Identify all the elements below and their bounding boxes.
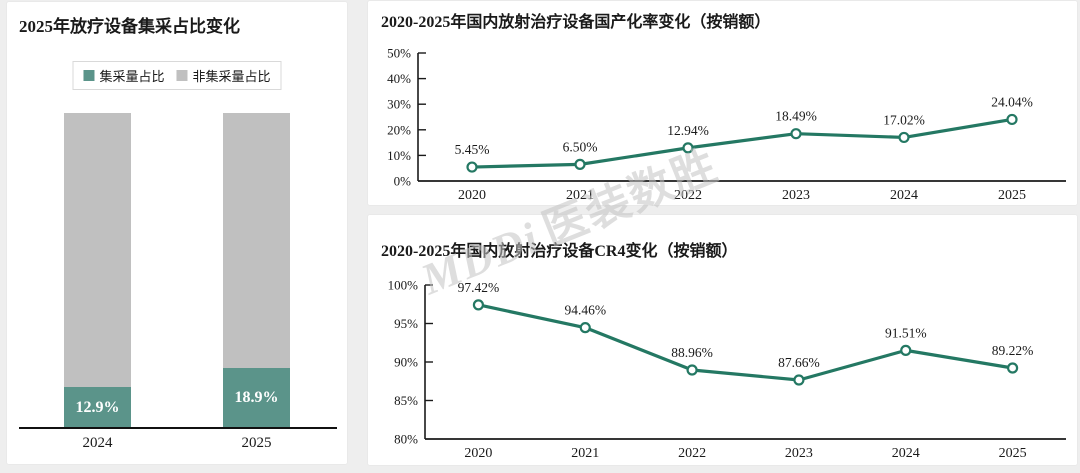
data-point-marker [686, 364, 698, 376]
data-point-marker [682, 142, 694, 154]
data-point-label: 89.22% [992, 343, 1034, 358]
y-tick-label: 20% [387, 122, 411, 137]
cr4-chart-card: 2020-2025年国内放射治疗设备CR4变化（按销额） 80% 85% 90% 95… [367, 214, 1078, 466]
bar-value-label: 18.9% [234, 389, 279, 406]
x-tick-label: 2020 [458, 188, 486, 203]
data-point-marker [574, 158, 586, 170]
x-tick-label: 2021 [571, 446, 599, 461]
bar-segment-non-procurement [64, 113, 131, 387]
data-point-label: 17.02% [883, 112, 925, 127]
data-point-label: 12.94% [667, 123, 709, 138]
legend-label: 非集采量占比 [192, 69, 271, 84]
y-tick-label: 95% [394, 316, 418, 331]
x-tick-label: 2022 [674, 188, 702, 203]
chart-title: 2020-2025年国内放射治疗设备国产化率变化（按销额） [381, 14, 771, 31]
bar-segment-non-procurement [223, 113, 290, 368]
x-tick-label: 2023 [782, 188, 810, 203]
x-tick-label: 2025 [999, 446, 1027, 461]
data-line [470, 117, 1014, 169]
x-tick-label: 2023 [785, 446, 813, 461]
procurement-share-chart-card: 2025年放疗设备集采占比变化 集采量占比 非集采量占比 12.9% 2024 18… [6, 1, 348, 465]
y-tick-label: 50% [387, 46, 411, 61]
data-point-marker [466, 161, 478, 173]
legend-swatch-procurement [83, 70, 95, 81]
data-point-marker [900, 344, 912, 356]
data-point-label: 94.46% [564, 303, 606, 318]
legend-swatch-non-procurement [176, 70, 188, 81]
x-tick-label: 2024 [82, 435, 113, 451]
y-tick-label: 100% [388, 278, 419, 293]
stacked-bar-2024: 12.9% [64, 113, 131, 428]
domestication-rate-line-chart: 0% 10% 20% 30% 40% 50% 2020 2021 2022 2023 2024 202… [387, 46, 1066, 203]
data-point-marker [579, 322, 591, 334]
legend: 集采量占比 非集采量占比 [72, 61, 282, 90]
data-point-label: 91.51% [885, 325, 927, 340]
bar-segment-procurement: 18.9% [223, 368, 290, 428]
y-tick-label: 0% [394, 174, 412, 189]
data-point-label: 5.45% [455, 142, 490, 157]
data-point-label: 97.42% [458, 280, 500, 295]
bar-segment-procurement: 12.9% [64, 387, 131, 428]
y-tick-label: 80% [394, 432, 418, 447]
x-tick-label: 2024 [892, 446, 920, 461]
data-point-label: 18.49% [775, 109, 817, 124]
y-tick-label: 30% [387, 97, 411, 112]
data-line [476, 303, 1015, 382]
data-point-label: 24.04% [991, 94, 1033, 109]
data-point-marker [790, 128, 802, 140]
legend-item-non-procurement: 非集采量占比 [176, 66, 271, 85]
y-tick-label: 40% [387, 71, 411, 86]
legend-item-procurement: 集采量占比 [83, 66, 165, 85]
x-tick-label: 2022 [678, 446, 706, 461]
data-point-label: 6.50% [563, 139, 598, 154]
stacked-bar-2025: 18.9% [223, 113, 290, 428]
x-tick-label: 2020 [464, 446, 492, 461]
data-point-marker [1006, 362, 1019, 374]
domestication-rate-chart-card: 2020-2025年国内放射治疗设备国产化率变化（按销额） 0% 10% 20% 30… [367, 0, 1078, 206]
data-point-marker [1006, 113, 1018, 126]
x-axis-line [19, 427, 337, 429]
legend-label: 集采量占比 [99, 69, 165, 84]
cr4-line-chart: 80% 85% 90% 95% 100% 2020 2021 2022 2023 2024 2025… [388, 278, 1066, 461]
y-tick-label: 90% [394, 355, 418, 370]
x-tick-label: 2021 [566, 188, 594, 203]
y-tick-label: 10% [387, 148, 411, 163]
data-point-label: 87.66% [778, 355, 820, 370]
chart-title: 2025年放疗设备集采占比变化 [19, 17, 240, 36]
y-tick-label: 85% [394, 393, 418, 408]
x-tick-label: 2024 [890, 188, 918, 203]
data-point-marker [793, 374, 805, 386]
x-tick-label: 2025 [241, 435, 272, 451]
data-point-marker [472, 299, 485, 311]
bar-value-label: 12.9% [75, 398, 120, 416]
data-point-label: 88.96% [671, 345, 713, 360]
x-tick-label: 2025 [998, 188, 1026, 203]
data-point-marker [898, 131, 910, 144]
chart-title: 2020-2025年国内放射治疗设备CR4变化（按销额） [381, 243, 738, 260]
